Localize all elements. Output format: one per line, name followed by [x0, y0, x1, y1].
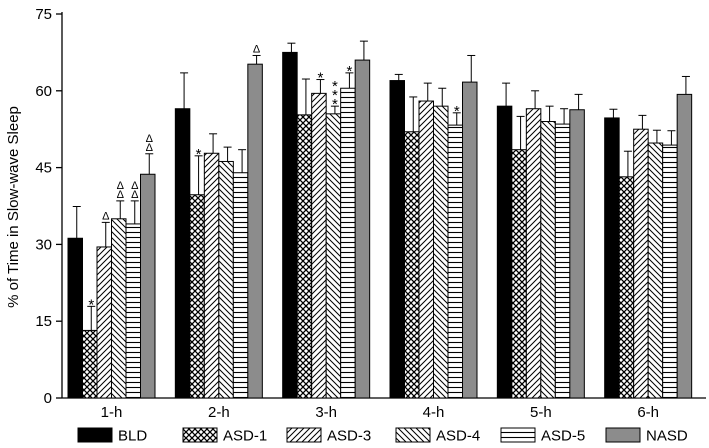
bar: [174, 108, 191, 399]
bar: [125, 223, 141, 399]
x-tick-label: 3-h: [315, 404, 337, 421]
bar: [418, 100, 434, 399]
bar: [111, 218, 127, 399]
x-tick-label: 5-h: [530, 404, 552, 421]
significance-delta: Δ: [131, 189, 139, 201]
bar: [676, 93, 693, 399]
y-axis-label: % of Time in Slow-wave Sleep: [5, 106, 22, 308]
x-tick-label: 6-h: [637, 404, 659, 421]
legend: BLD ASD-1 ASD-3 ASD-4 ASD-5 NASD: [77, 427, 688, 445]
axes: [61, 12, 706, 399]
bar: [218, 160, 234, 399]
legend-label: NASD: [646, 428, 688, 445]
significance-star: *: [88, 296, 94, 313]
bar: [340, 87, 356, 399]
y-tick-label: 60: [35, 83, 52, 100]
significance-delta: Δ: [102, 210, 110, 222]
bar: [311, 92, 327, 399]
bar: [540, 121, 556, 399]
legend-label: ASD-3: [327, 428, 371, 445]
significance-star: *: [346, 63, 352, 80]
bar: [511, 149, 527, 399]
x-tick-label: 2-h: [208, 404, 230, 421]
significance-delta: Δ: [253, 43, 261, 55]
bar: [282, 51, 298, 399]
legend-swatch: [395, 427, 431, 443]
bar: [67, 237, 83, 399]
bars: [67, 40, 693, 399]
bar: [96, 246, 112, 399]
x-tick-labels: 1-h 2-h 3-h 4-h 5-h 6-h: [101, 404, 659, 421]
significance-star: *: [317, 70, 323, 87]
legend-swatch: [605, 427, 641, 443]
bar: [604, 117, 620, 399]
x-tick-label: 1-h: [101, 404, 123, 421]
significance-delta: Δ: [146, 142, 154, 154]
bar: [633, 128, 649, 399]
significance-delta: Δ: [131, 180, 139, 192]
significance-star: *: [332, 78, 338, 95]
bar: [554, 123, 571, 399]
bar: [662, 144, 678, 399]
bar: [404, 131, 420, 399]
legend-label: BLD: [118, 428, 147, 445]
bar: [296, 114, 313, 399]
bar: [433, 105, 449, 399]
significance-delta: Δ: [146, 133, 154, 145]
y-ticks: 0 15 30 45 60 75: [35, 6, 62, 407]
bar: [462, 81, 478, 399]
legend-swatch: [77, 427, 113, 443]
bar: [569, 109, 585, 399]
legend-swatch: [182, 427, 218, 443]
bar: [389, 80, 405, 399]
x-tick-label: 4-h: [423, 404, 445, 421]
bar: [496, 105, 513, 399]
y-tick-label: 75: [35, 6, 52, 23]
bar: [82, 329, 98, 399]
significance-delta: Δ: [117, 189, 125, 201]
y-tick-label: 15: [35, 313, 52, 330]
legend-label: ASD-1: [223, 428, 267, 445]
bar: [232, 172, 249, 399]
bar: [325, 113, 342, 399]
y-tick-label: 30: [35, 236, 52, 253]
significance-star: *: [332, 87, 338, 104]
legend-label: ASD-4: [436, 428, 480, 445]
bar: [618, 176, 635, 399]
bar: [203, 152, 220, 399]
legend-label: ASD-5: [541, 428, 585, 445]
legend-swatch: [286, 427, 322, 443]
legend-swatch: [500, 427, 536, 443]
significance-star: *: [454, 103, 460, 120]
significance-star: *: [332, 96, 338, 113]
bar: [525, 108, 542, 399]
bar: [140, 173, 156, 399]
bar: [247, 63, 263, 399]
bar: [189, 194, 205, 399]
y-tick-label: 45: [35, 160, 52, 177]
bar: [354, 59, 371, 399]
y-tick-label: 0: [44, 390, 52, 407]
bar: [647, 142, 664, 399]
significance-star: *: [196, 146, 202, 163]
bar: [447, 124, 463, 399]
significance-delta: Δ: [117, 180, 125, 192]
